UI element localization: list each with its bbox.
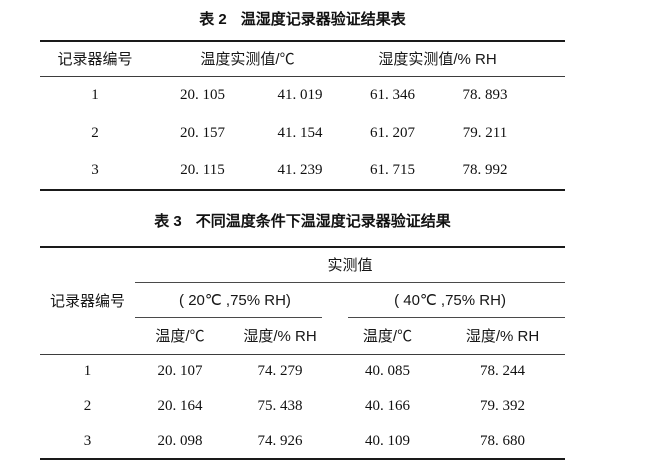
- humidity-value: 78. 244: [480, 363, 525, 380]
- table3-id-column-header: 记录器编号: [40, 247, 135, 355]
- recorder-id: 1: [91, 86, 99, 103]
- table2-header-spacer: [530, 41, 566, 77]
- table3-caption: 表 3 不同温度条件下温湿度记录器验证结果: [40, 212, 565, 232]
- table2-header-row: 记录器编号 温度实测值/℃ 湿度实测值/% RH: [40, 41, 566, 77]
- humidity-value: 78. 680: [480, 432, 525, 449]
- temp-value: 20. 164: [157, 398, 203, 414]
- table2-row-2: 2 20. 157 41. 154 61. 207 79. 211: [40, 114, 565, 152]
- table2-id-column-header: 记录器编号: [40, 41, 150, 77]
- table3-row-1: 1 20. 107 74. 279 40. 085 78. 244: [40, 354, 565, 389]
- table3-subheader-temp-20c: 温度/℃: [135, 318, 225, 355]
- table2-caption: 表 2 温湿度记录器验证结果表: [40, 10, 565, 30]
- temp-value: 40. 085: [365, 363, 410, 380]
- temp-value: 41. 239: [277, 162, 323, 178]
- recorder-id: 2: [83, 398, 92, 414]
- temp-value: 41. 154: [277, 124, 323, 141]
- table3-subheader-row: 温度/℃ 湿度/% RH 温度/℃ 湿度/% RH: [40, 318, 566, 355]
- table3-subheader-humidity-40c: 湿度/% RH: [440, 318, 566, 355]
- humidity-value: 74. 279: [257, 363, 303, 380]
- humidity-value: 79. 392: [480, 398, 525, 414]
- table2: 记录器编号 温度实测值/℃ 湿度实测值/% RH 1 20. 105 41. 0…: [40, 40, 566, 191]
- table3-caption-title: 不同温度条件下温湿度记录器验证结果: [195, 213, 451, 230]
- humidity-value: 75. 438: [257, 398, 303, 414]
- temp-value: 20. 157: [180, 124, 225, 141]
- temp-value: 41. 019: [277, 86, 323, 103]
- recorder-id: 2: [91, 124, 99, 141]
- row-spacer: [530, 114, 565, 152]
- table2-temperature-group-header: 温度实测值/℃: [150, 41, 346, 77]
- table2-row-1: 1 20. 105 41. 019 61. 346 78. 893: [40, 76, 565, 114]
- humidity-value: 78. 893: [462, 86, 508, 103]
- row-spacer: [530, 76, 565, 114]
- humidity-value: 79. 211: [462, 124, 508, 141]
- table3-row-3: 3 20. 098 74. 926 40. 109 78. 680: [40, 424, 565, 459]
- table3-subheader-humidity-20c: 湿度/% RH: [225, 318, 335, 355]
- recorder-id: 1: [83, 363, 92, 380]
- table3: 记录器编号 实测值 ( 20℃ ,75% RH) ( 40℃ ,75% RH) …: [40, 246, 566, 460]
- humidity-value: 61. 346: [370, 86, 416, 103]
- temp-value: 20. 098: [157, 432, 203, 449]
- row-spacer: [530, 152, 565, 190]
- table3-measured-row: 记录器编号 实测值: [40, 247, 566, 355]
- temp-value: 20. 107: [157, 363, 203, 380]
- temp-value: 20. 115: [180, 162, 225, 178]
- table3-condition-row: ( 20℃ ,75% RH) ( 40℃ ,75% RH): [40, 282, 566, 318]
- table3-condition-40c-header: ( 40℃ ,75% RH): [335, 282, 566, 318]
- recorder-id: 3: [91, 162, 99, 178]
- humidity-value: 78. 992: [462, 162, 508, 178]
- temp-value: 20. 105: [180, 86, 225, 103]
- table2-caption-title: 温湿度记录器验证结果表: [240, 11, 406, 28]
- temp-value: 40. 166: [365, 398, 410, 414]
- table3-caption-label: 表 3: [154, 213, 182, 230]
- humidity-value: 74. 926: [257, 432, 303, 449]
- table2-caption-label: 表 2: [199, 11, 227, 28]
- recorder-id: 3: [83, 432, 92, 449]
- humidity-value: 61. 715: [370, 162, 416, 178]
- table3-condition-20c-header: ( 20℃ ,75% RH): [135, 282, 335, 318]
- table3-row-2: 2 20. 164 75. 438 40. 166 79. 392: [40, 389, 565, 424]
- temp-value: 40. 109: [365, 432, 410, 449]
- table3-subheader-temp-40c: 温度/℃: [335, 318, 440, 355]
- table2-humidity-group-header: 湿度实测值/% RH: [345, 41, 531, 77]
- table3-measured-header: 实测值: [135, 247, 566, 283]
- table2-row-3: 3 20. 115 41. 239 61. 715 78. 992: [40, 152, 565, 190]
- humidity-value: 61. 207: [370, 124, 416, 141]
